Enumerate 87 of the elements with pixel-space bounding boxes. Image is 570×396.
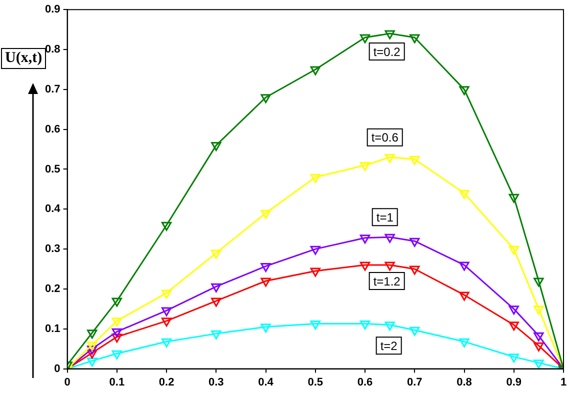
point — [384, 154, 395, 164]
point — [410, 156, 420, 166]
point — [534, 306, 544, 315]
point — [459, 338, 470, 348]
point — [534, 278, 544, 287]
point — [260, 210, 271, 219]
y-tick-label: 0.8 — [44, 44, 60, 56]
point — [260, 262, 271, 272]
point — [87, 342, 98, 351]
point — [410, 238, 420, 247]
point — [459, 86, 470, 96]
y-tick-label: 0.7 — [44, 83, 60, 96]
point — [360, 234, 370, 244]
point — [211, 283, 222, 292]
point — [508, 322, 519, 331]
point — [459, 262, 470, 271]
point — [161, 222, 172, 231]
point — [211, 250, 222, 259]
x-tick-label: 1 — [560, 376, 567, 388]
point — [211, 142, 222, 152]
point — [459, 292, 470, 301]
annotation: t=0.6 — [371, 130, 399, 145]
point — [260, 94, 271, 104]
annotation: t=1.2 — [373, 274, 401, 288]
point — [384, 322, 395, 331]
point — [260, 324, 271, 333]
y-tick-label: 0 — [54, 362, 60, 375]
y-tick-label: 0.3 — [44, 243, 60, 256]
point — [161, 338, 172, 348]
point — [508, 354, 519, 363]
point — [87, 330, 98, 339]
point — [459, 190, 470, 199]
y-tick-label: 0.4 — [44, 203, 62, 216]
point — [310, 246, 320, 255]
x-tick-label: 0.6 — [357, 376, 373, 388]
point — [410, 266, 420, 275]
point — [112, 328, 122, 338]
point — [310, 174, 320, 183]
point — [360, 162, 370, 172]
x-tick-label: 0.8 — [456, 376, 472, 388]
point — [360, 262, 370, 271]
y-tick-label: 0.1 — [44, 322, 60, 335]
x-tick-label: 0.4 — [258, 376, 274, 388]
point — [112, 350, 122, 360]
point — [87, 350, 98, 359]
point — [384, 262, 395, 271]
point — [508, 306, 519, 315]
x-tick-label: 0.3 — [208, 376, 224, 388]
y-tick-label: 0.2 — [44, 283, 60, 296]
x-tick-label: 0.5 — [308, 376, 324, 388]
point — [410, 326, 420, 336]
point — [112, 318, 122, 327]
point — [534, 332, 544, 342]
point — [310, 66, 320, 76]
point — [310, 268, 320, 277]
y-tick-label: 0.5 — [44, 163, 60, 176]
y-axis-title: U(x,t) — [1, 48, 46, 69]
point — [161, 290, 172, 299]
x-tick-label: 0.9 — [506, 376, 522, 388]
x-tick-label: 0.7 — [406, 376, 422, 388]
annotation: t=2 — [380, 338, 398, 353]
annotation: t=1 — [376, 210, 394, 224]
point — [508, 194, 519, 203]
point — [384, 30, 395, 40]
point — [112, 298, 122, 307]
point — [211, 330, 222, 340]
point — [211, 298, 222, 307]
x-tick-label: 0 — [64, 376, 70, 388]
x-tick-label: 0.1 — [109, 376, 125, 388]
point — [360, 34, 370, 44]
point — [260, 278, 271, 287]
point — [161, 318, 172, 327]
point — [534, 360, 544, 369]
y-tick-label: 0.9 — [44, 4, 60, 16]
point — [360, 320, 370, 330]
point — [534, 342, 544, 352]
point — [161, 307, 172, 316]
point — [112, 334, 122, 343]
x-tick-label: 0.2 — [158, 376, 174, 388]
y-tick-label: 0.6 — [44, 123, 60, 136]
annotation: t=0.2 — [373, 44, 401, 59]
point — [384, 234, 395, 243]
point — [87, 358, 98, 367]
point — [87, 346, 98, 355]
point — [410, 34, 420, 44]
point — [508, 246, 519, 255]
point — [310, 320, 320, 330]
